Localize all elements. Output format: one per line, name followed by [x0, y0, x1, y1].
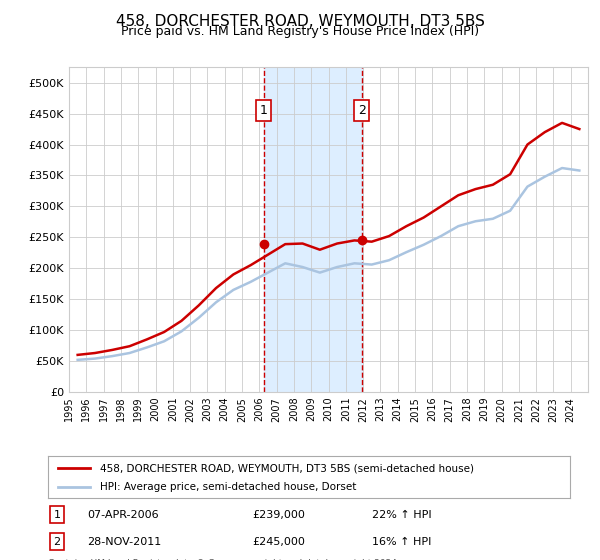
Text: Price paid vs. HM Land Registry's House Price Index (HPI): Price paid vs. HM Land Registry's House … — [121, 25, 479, 38]
Text: £245,000: £245,000 — [252, 536, 305, 547]
Text: 1: 1 — [260, 104, 268, 117]
Text: 458, DORCHESTER ROAD, WEYMOUTH, DT3 5BS (semi-detached house): 458, DORCHESTER ROAD, WEYMOUTH, DT3 5BS … — [100, 463, 474, 473]
Bar — [263, 67, 362, 392]
Text: 458, DORCHESTER ROAD, WEYMOUTH, DT3 5BS: 458, DORCHESTER ROAD, WEYMOUTH, DT3 5BS — [116, 14, 484, 29]
Text: 07-APR-2006: 07-APR-2006 — [87, 510, 158, 520]
Text: 1: 1 — [53, 510, 61, 520]
Text: HPI: Average price, semi-detached house, Dorset: HPI: Average price, semi-detached house,… — [100, 482, 356, 492]
Text: 16% ↑ HPI: 16% ↑ HPI — [372, 536, 431, 547]
Text: 22% ↑ HPI: 22% ↑ HPI — [372, 510, 431, 520]
Text: 2: 2 — [358, 104, 365, 117]
Text: £239,000: £239,000 — [252, 510, 305, 520]
Text: 2: 2 — [53, 536, 61, 547]
Text: 28-NOV-2011: 28-NOV-2011 — [87, 536, 161, 547]
Text: Contains HM Land Registry data © Crown copyright and database right 2024.
This d: Contains HM Land Registry data © Crown c… — [48, 559, 400, 560]
